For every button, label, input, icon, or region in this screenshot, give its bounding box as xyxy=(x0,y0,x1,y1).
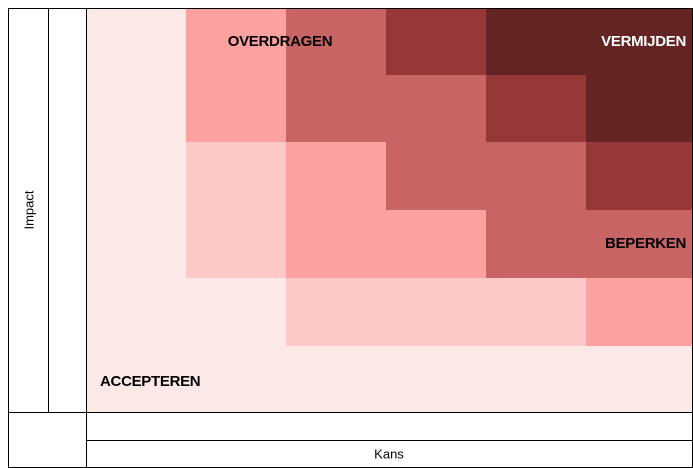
matrix-cell xyxy=(186,346,286,412)
x-axis-label: Kans xyxy=(374,446,404,461)
matrix-cell xyxy=(586,8,693,75)
matrix-cell xyxy=(186,142,286,210)
matrix-cell xyxy=(386,346,486,412)
matrix-cell xyxy=(86,346,186,412)
matrix-cell xyxy=(186,75,286,142)
zone-label: VERMIJDEN xyxy=(601,33,686,50)
matrix-cell xyxy=(486,346,586,412)
matrix-cell xyxy=(586,278,693,346)
matrix-cell xyxy=(386,8,486,75)
matrix-cell xyxy=(86,8,186,75)
matrix-cell xyxy=(286,210,386,278)
matrix-cell xyxy=(386,278,486,346)
matrix-cell xyxy=(486,278,586,346)
matrix-cell xyxy=(86,142,186,210)
matrix-cell xyxy=(486,210,586,278)
zone-label: OVERDRAGEN xyxy=(228,33,333,50)
matrix-cell xyxy=(386,142,486,210)
matrix-cell xyxy=(286,142,386,210)
matrix-cell xyxy=(586,142,693,210)
matrix-cells xyxy=(86,8,693,412)
matrix-cell xyxy=(286,75,386,142)
zone-label: ACCEPTEREN xyxy=(100,373,200,390)
matrix-cell xyxy=(386,210,486,278)
matrix-cell xyxy=(186,278,286,346)
zone-label: BEPERKEN xyxy=(605,235,686,252)
matrix-cell xyxy=(486,75,586,142)
matrix-cell xyxy=(286,8,386,75)
matrix-cell xyxy=(86,210,186,278)
matrix-cell xyxy=(586,210,693,278)
y-axis-label: Impact xyxy=(21,190,36,229)
matrix-cell xyxy=(486,142,586,210)
matrix-cell xyxy=(486,8,586,75)
matrix-cell xyxy=(286,278,386,346)
matrix-cell xyxy=(186,210,286,278)
matrix-cell xyxy=(386,75,486,142)
matrix-cell xyxy=(86,278,186,346)
matrix-cell xyxy=(86,75,186,142)
matrix-cell xyxy=(286,346,386,412)
matrix-cell xyxy=(586,346,693,412)
matrix-cell xyxy=(586,75,693,142)
matrix-cell xyxy=(186,8,286,75)
